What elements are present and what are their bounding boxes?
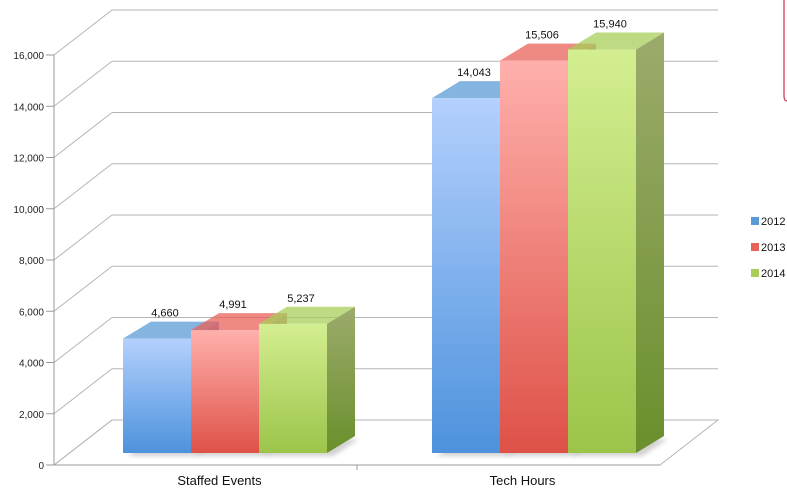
bar xyxy=(568,32,668,456)
bar-side xyxy=(327,306,355,453)
bar-front xyxy=(500,60,568,453)
gridline-side xyxy=(53,60,113,107)
y-tick-label: 16,000 xyxy=(13,51,44,62)
data-label: 14,043 xyxy=(457,67,491,79)
gridline-side xyxy=(53,112,113,158)
data-label: 5,237 xyxy=(287,293,315,305)
y-tick-label: 14,000 xyxy=(13,102,44,113)
bar-front xyxy=(568,49,636,453)
legend-label: 2013 xyxy=(761,242,785,254)
data-label: 4,660 xyxy=(151,308,179,320)
decorative-frame-edge xyxy=(783,0,787,102)
y-tick-label: 10,000 xyxy=(13,205,44,216)
legend: 2012 2013 2014 xyxy=(751,216,785,280)
gridline-side xyxy=(53,214,113,261)
gridline-side xyxy=(53,265,113,312)
legend-label: 2014 xyxy=(761,268,785,280)
bar-layer xyxy=(123,32,668,456)
y-tick-label: 4,000 xyxy=(19,359,44,370)
data-label: 15,506 xyxy=(525,30,559,42)
legend-swatch xyxy=(751,269,759,277)
x-tick-label: Staffed Events xyxy=(177,473,262,488)
bar-top xyxy=(568,32,664,50)
legend-swatch xyxy=(751,243,759,251)
bar-side xyxy=(636,32,664,453)
bar-front xyxy=(432,98,500,453)
bar-top xyxy=(259,306,355,324)
y-tick-label: 8,000 xyxy=(19,256,44,267)
x-tick-label: Tech Hours xyxy=(490,473,556,488)
y-tick-label: 12,000 xyxy=(13,154,44,165)
y-tick-label: 2,000 xyxy=(19,410,44,421)
axis-layer: 0 2,000 4,000 6,000 8,000 10,000 12,000 14,000 1… xyxy=(13,51,660,488)
y-tick-label: 6,000 xyxy=(19,307,44,318)
gridline-side xyxy=(53,9,113,56)
legend-swatch xyxy=(751,217,759,225)
data-label: 15,940 xyxy=(593,19,627,31)
bar-front xyxy=(191,330,259,453)
gridline-side xyxy=(53,163,113,210)
gridline-side xyxy=(53,317,113,363)
data-label: 4,991 xyxy=(219,299,247,311)
gridline-side xyxy=(53,419,113,466)
bar-front xyxy=(259,323,327,453)
bar xyxy=(259,306,359,456)
legend-label: 2012 xyxy=(761,216,785,228)
label-layer: 4,660 4,991 5,237 14,043 15,506 15,940 xyxy=(151,19,627,320)
y-tick-label: 0 xyxy=(38,461,44,472)
bar-front xyxy=(123,338,191,453)
gridline-side xyxy=(53,368,113,415)
